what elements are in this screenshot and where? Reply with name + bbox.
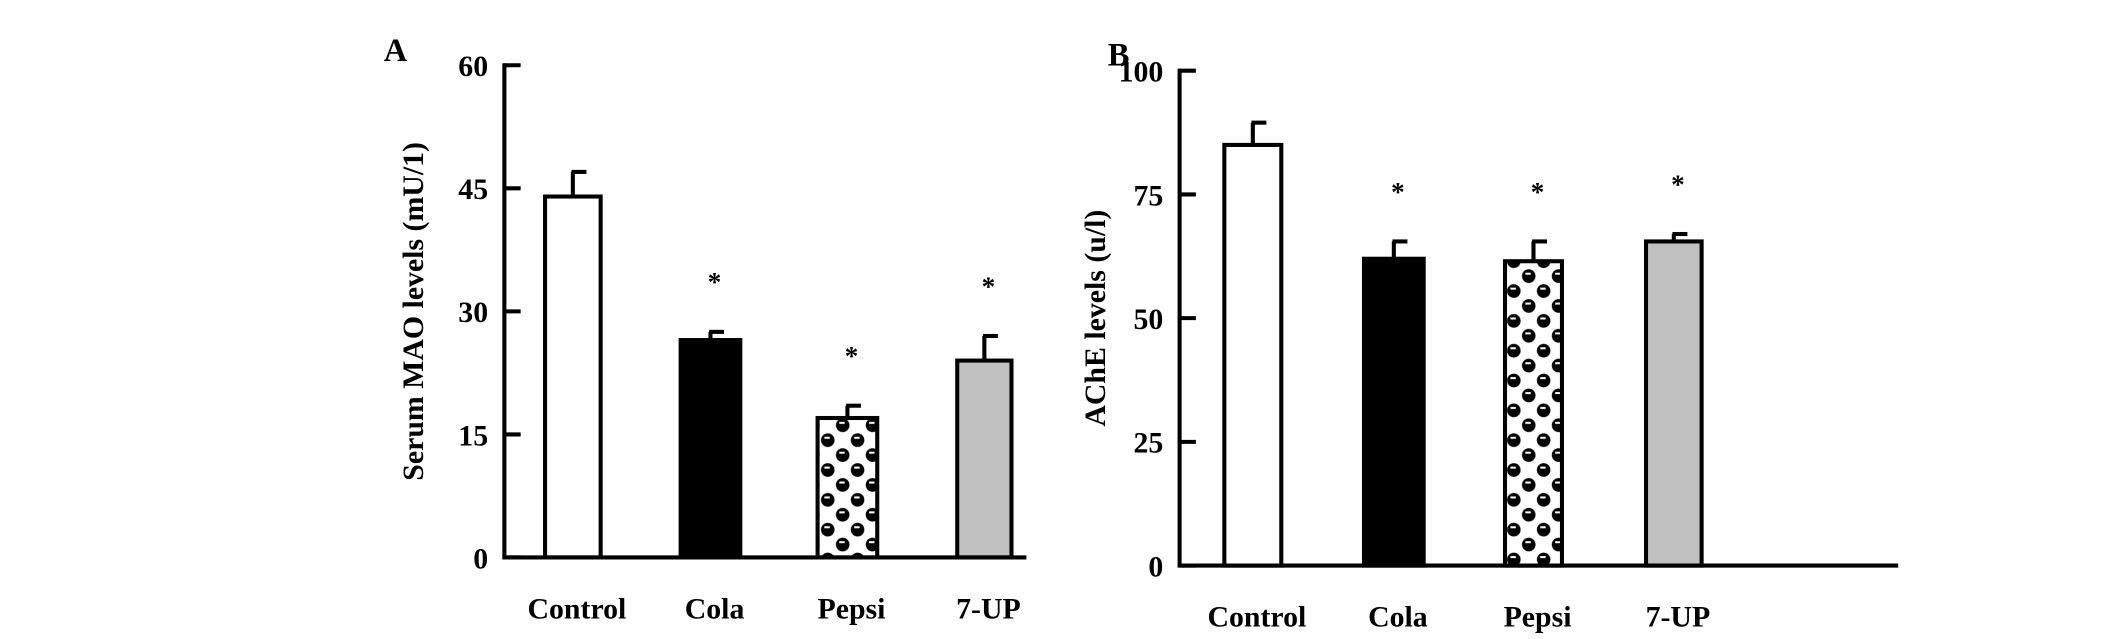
panel-b: B Control * Cola * Pepsi * 7-UP 0 25 50 75 100 AChE l… [1079,37,1899,634]
x-tick-label: Control [528,592,627,625]
y-tick-label: 50 [1134,303,1164,336]
significance-marker: * [1671,169,1685,199]
y-tick-label: 60 [458,50,488,83]
significance-marker: * [1531,177,1545,207]
panel-label: A [384,33,408,69]
x-tick-label: Cola [685,592,745,625]
y-tick-label: 75 [1134,179,1164,212]
bar-7-up [1643,239,1704,568]
y-tick-label: 0 [473,542,488,575]
significance-marker: * [708,267,722,297]
y-tick-label: 45 [458,173,488,206]
x-tick-label: Pepsi [818,592,886,625]
y-axis-label: AChE levels (u/l) [1079,210,1112,427]
bar-7-up [955,358,1014,560]
x-tick-label: Control [1207,601,1306,634]
bar-control [543,194,603,560]
significance-marker: * [982,271,996,301]
panel-a: A Control * Cola * Pepsi * 7-UP 0 15 30 45 60 Serum M… [384,33,1027,625]
bar-pepsi [815,415,880,560]
x-tick-label: 7-UP [956,592,1021,625]
bar-cola [1361,256,1426,568]
y-tick-label: 25 [1134,427,1164,460]
y-tick-label: 0 [1148,550,1163,583]
significance-marker: * [845,341,859,371]
y-tick-label: 100 [1119,56,1164,89]
bar-control [1222,142,1284,568]
bar-cola [678,338,743,560]
x-tick-label: Cola [1368,601,1428,634]
x-tick-label: 7-UP [1646,601,1711,634]
y-tick-label: 15 [458,419,488,452]
y-axis-label: Serum MAO levels (mU/1) [397,142,430,481]
x-tick-label: Pepsi [1504,601,1572,634]
significance-marker: * [1391,177,1405,207]
y-tick-label: 30 [458,296,488,329]
bar-pepsi [1502,259,1564,568]
panel-label: B [1108,37,1130,73]
